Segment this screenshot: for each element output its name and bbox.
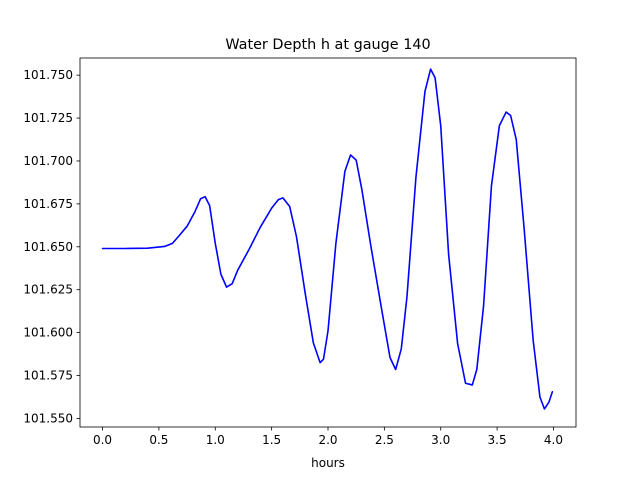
x-tick-label: 4.0 [544,433,563,447]
y-tick-label: 101.650 [23,240,73,254]
y-tick-label: 101.550 [23,411,73,425]
y-axis-ticks: 101.550 101.575 101.600 101.625 101.650 101.6… [23,68,80,425]
x-tick-label: 1.5 [262,433,281,447]
y-tick-label: 101.750 [23,68,73,82]
x-tick-label: 0.5 [149,433,168,447]
y-tick-label: 101.600 [23,326,73,340]
x-axis-ticks: 0.0 0.5 1.0 1.5 2.0 2.5 3.0 3.5 4.0 [93,427,563,447]
plot-area [80,58,576,427]
chart-title: Water Depth h at gauge 140 [225,37,430,53]
x-tick-label: 2.0 [318,433,337,447]
y-tick-label: 101.575 [23,369,73,383]
plot-content [101,68,554,410]
x-tick-label: 0.0 [93,433,112,447]
y-tick-label: 101.700 [23,154,73,168]
y-tick-label: 101.675 [23,197,73,211]
x-tick-label: 1.0 [206,433,225,447]
y-tick-label: 101.625 [23,283,73,297]
x-tick-label: 2.5 [375,433,394,447]
x-tick-label: 3.5 [488,433,507,447]
series-line-0 [101,68,554,410]
y-tick-label: 101.725 [23,111,73,125]
x-tick-label: 3.0 [431,433,450,447]
x-axis-label: hours [311,456,345,470]
